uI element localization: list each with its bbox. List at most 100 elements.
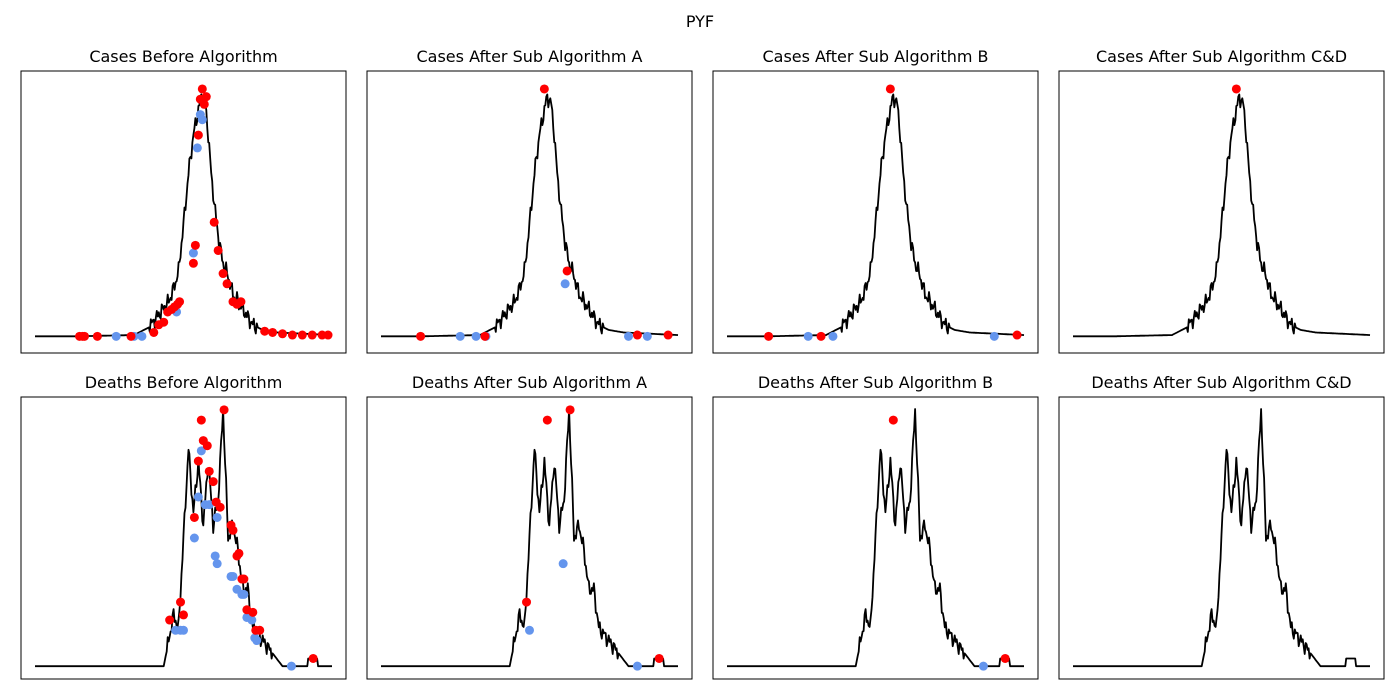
- subplot-title: Cases After Sub Algorithm B: [762, 47, 988, 66]
- red-point: [202, 441, 212, 451]
- red-point: [218, 269, 228, 279]
- red-point: [816, 331, 826, 341]
- series-line: [1073, 93, 1371, 338]
- axes-frame: [712, 70, 1039, 354]
- red-point: [255, 625, 265, 635]
- blue-point: [632, 661, 642, 671]
- red-point: [176, 597, 186, 607]
- red-point: [268, 327, 278, 337]
- red-point: [92, 331, 102, 341]
- axes-frame: [712, 396, 1039, 680]
- subplot-8: Deaths After Sub Algorithm C&D: [1058, 373, 1385, 680]
- red-point: [189, 512, 199, 522]
- red-point: [197, 84, 207, 94]
- red-point: [175, 297, 185, 307]
- red-point: [193, 130, 203, 140]
- series-line: [381, 408, 678, 668]
- red-point: [196, 415, 206, 425]
- blue-point: [471, 331, 481, 341]
- red-point: [188, 258, 198, 268]
- series-line: [727, 93, 1025, 338]
- red-point: [663, 330, 673, 340]
- red-point: [307, 330, 317, 340]
- subplot-title: Cases Before Algorithm: [89, 47, 277, 66]
- red-point: [228, 525, 238, 535]
- blue-point: [978, 661, 988, 671]
- blue-point: [212, 512, 222, 522]
- red-point: [236, 297, 246, 307]
- red-point: [248, 607, 258, 617]
- blue-point: [210, 551, 220, 561]
- red-point: [297, 330, 307, 340]
- blue-point: [455, 331, 465, 341]
- axes-frame: [1058, 70, 1385, 354]
- blue-point: [228, 571, 238, 581]
- blue-point: [193, 492, 203, 502]
- subplot-4: Cases After Sub Algorithm C&D: [1058, 47, 1385, 354]
- subplot-3: Cases After Sub Algorithm B: [712, 47, 1039, 354]
- red-point: [199, 99, 209, 109]
- axes-frame: [366, 70, 693, 354]
- red-point: [885, 84, 895, 94]
- red-point: [278, 329, 287, 339]
- red-point: [287, 330, 297, 340]
- axes-frame: [20, 70, 347, 354]
- red-point: [209, 217, 219, 227]
- red-point: [179, 610, 188, 620]
- red-point: [260, 326, 270, 336]
- red-point: [480, 331, 490, 341]
- red-point: [308, 653, 318, 663]
- axes-frame: [20, 396, 347, 680]
- axes-frame: [366, 396, 693, 680]
- red-point: [222, 279, 232, 289]
- blue-point: [624, 331, 633, 341]
- red-point: [565, 405, 575, 415]
- subplot-title: Deaths Before Algorithm: [85, 373, 283, 392]
- series-line: [35, 408, 332, 668]
- subplot-5: Deaths Before Algorithm: [20, 373, 347, 680]
- red-point: [149, 327, 159, 337]
- red-point: [201, 92, 211, 102]
- red-point: [888, 415, 898, 425]
- blue-point: [525, 625, 534, 635]
- red-point: [165, 615, 175, 625]
- blue-point: [111, 331, 121, 341]
- subplot-title: Deaths After Sub Algorithm B: [758, 373, 993, 392]
- red-point: [190, 240, 200, 250]
- red-point: [213, 245, 223, 255]
- subplot-1: Cases Before Algorithm: [20, 47, 347, 354]
- series-line: [727, 408, 1024, 668]
- subplot-7: Deaths After Sub Algorithm B: [712, 373, 1039, 680]
- red-point: [654, 653, 664, 663]
- blue-point: [188, 248, 198, 258]
- red-point: [126, 331, 136, 341]
- red-point: [204, 466, 214, 476]
- blue-point: [247, 615, 257, 625]
- series-line: [381, 93, 679, 338]
- axes-frame: [1058, 396, 1385, 680]
- blue-point: [179, 625, 188, 635]
- subplot-title: Cases After Sub Algorithm C&D: [1096, 47, 1347, 66]
- red-point: [323, 330, 333, 340]
- red-point: [632, 330, 642, 340]
- red-point: [208, 477, 218, 487]
- series-line: [1073, 408, 1370, 668]
- red-point: [522, 597, 532, 607]
- blue-point: [558, 559, 568, 569]
- red-point: [234, 548, 244, 558]
- red-point: [542, 415, 552, 425]
- subplot-2: Cases After Sub Algorithm A: [366, 47, 693, 354]
- red-point: [80, 331, 89, 341]
- red-point: [193, 456, 203, 466]
- red-point: [764, 331, 774, 341]
- red-point: [239, 574, 249, 584]
- red-point: [416, 331, 426, 341]
- blue-point: [137, 331, 147, 341]
- figure-title: PYF: [686, 12, 714, 31]
- blue-point: [196, 446, 206, 456]
- blue-point: [560, 279, 570, 289]
- red-point: [215, 502, 225, 512]
- subplot-title: Deaths After Sub Algorithm C&D: [1091, 373, 1351, 392]
- red-point: [539, 84, 549, 94]
